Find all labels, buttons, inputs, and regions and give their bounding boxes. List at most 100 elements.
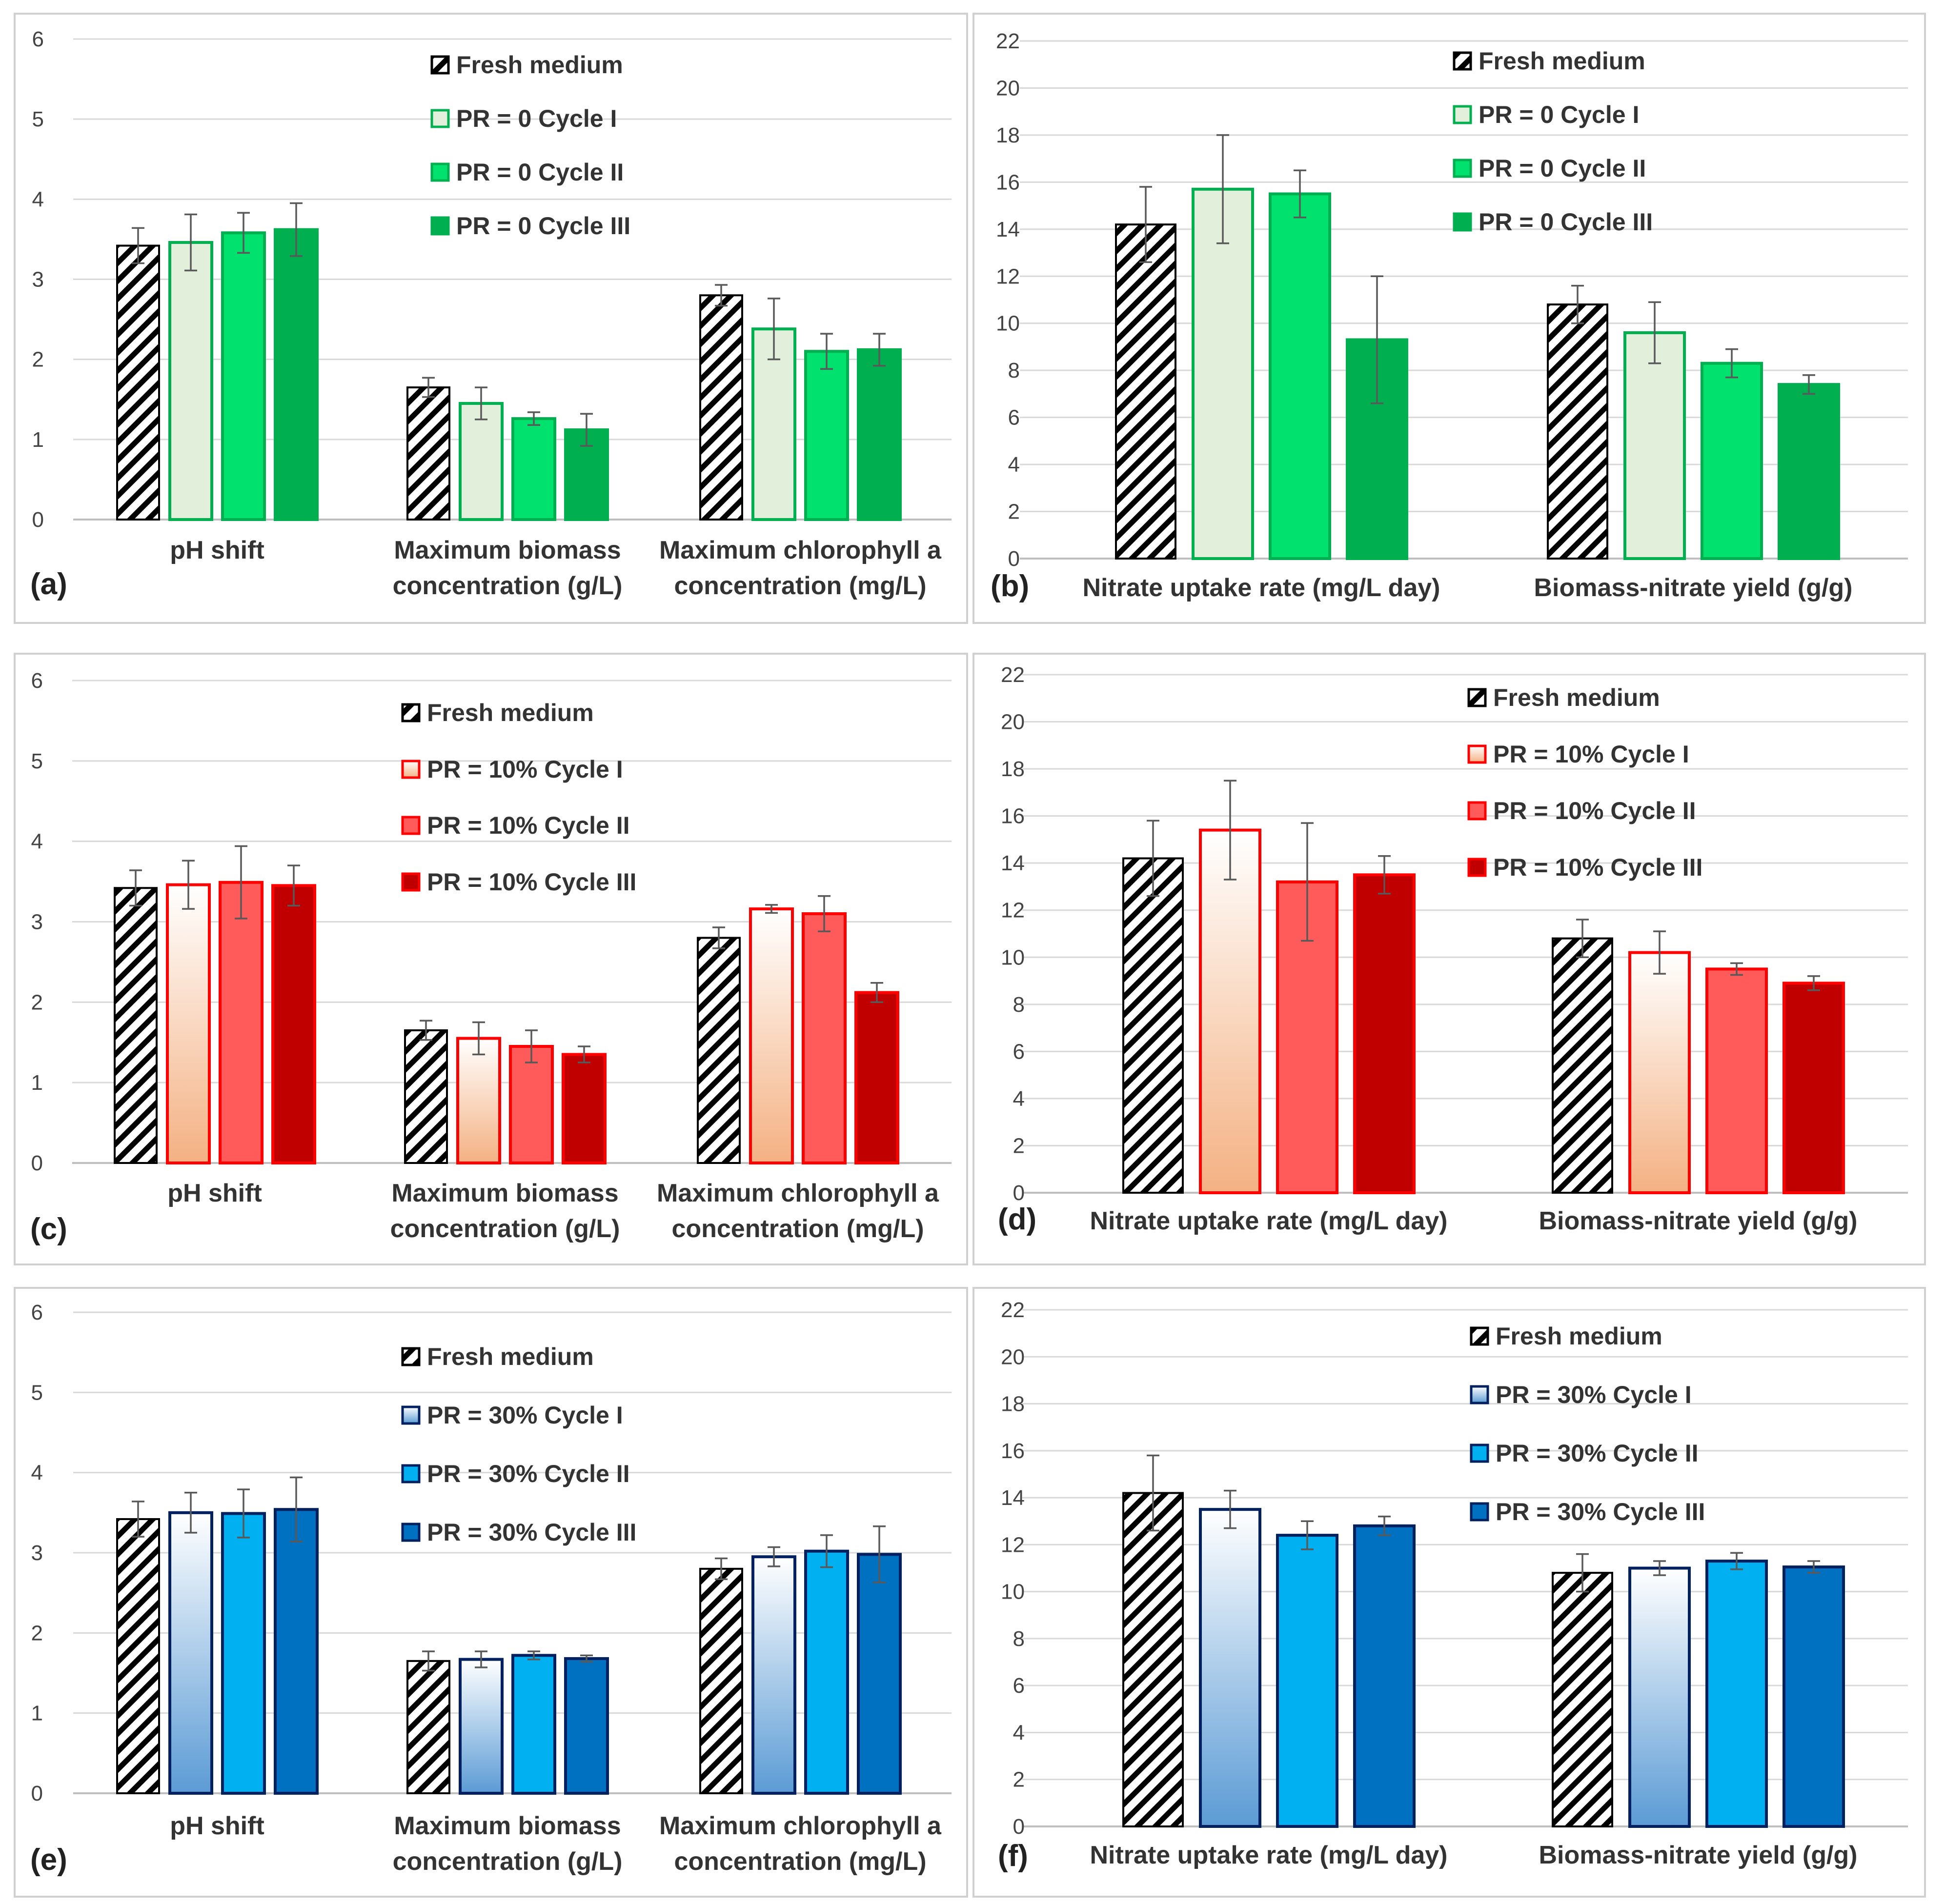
y-tick-label: 0 (31, 1782, 43, 1805)
bar (511, 1654, 556, 1795)
bar (1783, 1565, 1845, 1828)
legend-swatch (430, 109, 450, 128)
legend-label: PR = 10% Cycle III (427, 868, 636, 896)
category-label: concentration (g/L) (393, 572, 623, 600)
legend-label: Fresh medium (456, 51, 623, 79)
y-tick-label: 2 (1013, 1134, 1025, 1158)
bar (511, 417, 556, 521)
legend-swatch (1453, 51, 1472, 71)
legend-label: PR = 10% Cycle I (1493, 741, 1689, 768)
panel-letter: (e) (30, 1843, 67, 1877)
y-tick-label: 20 (1001, 1345, 1025, 1369)
legend-label: PR = 30% Cycle I (427, 1402, 623, 1429)
bar (406, 1660, 450, 1795)
y-tick-label: 6 (1008, 406, 1020, 430)
bar (459, 401, 504, 521)
legend-label: PR = 0 Cycle II (456, 159, 624, 186)
y-tick-label: 16 (996, 170, 1020, 194)
legend-swatch (1467, 744, 1487, 764)
legend-label: PR = 0 Cycle I (456, 105, 617, 132)
category-label: Nitrate uptake rate (mg/L day) (1090, 1207, 1447, 1235)
bar (1122, 1492, 1184, 1827)
bar (1701, 361, 1763, 560)
legend-swatch (401, 703, 421, 722)
y-tick-label: 6 (31, 1301, 43, 1324)
legend-swatch (1467, 688, 1487, 707)
y-tick-label: 10 (1001, 945, 1025, 969)
legend-label: Fresh medium (1496, 1323, 1662, 1350)
bar (116, 1518, 160, 1794)
y-tick-label: 0 (1013, 1181, 1025, 1205)
category-label: Biomass-nitrate yield (g/g) (1534, 574, 1853, 602)
bar (1628, 1566, 1691, 1828)
category-label: Maximum chlorophyll a (659, 1812, 942, 1840)
y-tick-label: 5 (31, 1381, 43, 1404)
y-tick-label: 20 (1001, 710, 1025, 734)
bar (1276, 1534, 1338, 1828)
panel-letter: (d) (998, 1203, 1036, 1236)
bar (1353, 1524, 1416, 1828)
y-tick-label: 4 (31, 830, 43, 854)
bar (1192, 187, 1254, 560)
legend-swatch (401, 816, 421, 835)
bar (1705, 967, 1768, 1194)
legend-label: PR = 30% Cycle III (427, 1519, 636, 1546)
y-tick-label: 6 (32, 27, 44, 51)
category-label: Biomass-nitrate yield (g/g) (1539, 1207, 1858, 1235)
legend-label: PR = 30% Cycle III (1496, 1498, 1705, 1525)
y-tick-label: 18 (996, 123, 1020, 147)
category-label: concentration (g/L) (393, 1847, 623, 1876)
legend-swatch (1467, 801, 1487, 821)
chart-panel: 0 1 2 3 4 5 6 pH shift Maximum biomass concentrat… (14, 1287, 968, 1898)
y-tick-label: 2 (1008, 500, 1020, 524)
legend-swatch (401, 1464, 421, 1483)
category-label: concentration (mg/L) (674, 1847, 926, 1876)
y-tick-label: 6 (31, 669, 43, 693)
y-tick-label: 16 (1001, 804, 1025, 828)
y-tick-label: 22 (1001, 663, 1025, 687)
legend-swatch (430, 55, 450, 75)
legend-label: PR = 0 Cycle I (1479, 101, 1639, 128)
legend-label: PR = 0 Cycle II (1479, 155, 1646, 182)
bar (509, 1044, 554, 1165)
chart-panel: 0 2 4 6 8 10 12 14 16 18 20 22 Nitrate uptake rate (… (972, 1287, 1926, 1898)
bar (1628, 951, 1691, 1194)
bar (221, 231, 266, 521)
chart-panel: 0 1 2 3 4 5 6 pH shift Maximum biomass concentrat… (14, 13, 968, 624)
legend-label: PR = 0 Cycle III (456, 212, 630, 240)
y-tick-label: 4 (1008, 453, 1020, 477)
bar (1552, 937, 1613, 1194)
bar (857, 1553, 902, 1795)
legend-swatch (1453, 159, 1472, 178)
bar (166, 883, 211, 1164)
y-tick-label: 4 (1013, 1721, 1025, 1744)
legend-swatch (1470, 1443, 1489, 1463)
category-label: Maximum chlorophyll a (659, 536, 942, 564)
y-tick-label: 3 (31, 910, 43, 934)
legend-label: PR = 10% Cycle II (1493, 797, 1696, 824)
panel-letter: (f) (998, 1839, 1028, 1873)
bar (1115, 223, 1176, 560)
y-tick-label: 5 (32, 107, 44, 131)
legend-swatch (1453, 212, 1472, 232)
panel-frame (972, 653, 1926, 1265)
y-tick-label: 6 (1013, 1040, 1025, 1063)
y-tick-label: 14 (996, 218, 1020, 241)
bar (459, 1658, 504, 1795)
category-label: Maximum chlorophyll a (657, 1179, 939, 1207)
legend-label: Fresh medium (427, 1343, 594, 1370)
category-label: concentration (mg/L) (671, 1215, 924, 1243)
y-tick-label: 4 (31, 1461, 43, 1485)
y-tick-label: 2 (31, 990, 43, 1014)
category-label: Maximum biomass (394, 536, 621, 564)
y-tick-label: 12 (1001, 899, 1025, 922)
legend-swatch (1470, 1502, 1489, 1522)
legend-swatch (401, 1347, 421, 1366)
bar (804, 350, 849, 521)
category-label: Maximum biomass (391, 1179, 618, 1207)
y-tick-label: 4 (1013, 1087, 1025, 1111)
bar (562, 1053, 607, 1165)
y-tick-label: 2 (32, 348, 44, 372)
y-tick-label: 0 (1008, 547, 1020, 571)
y-tick-label: 5 (31, 749, 43, 773)
